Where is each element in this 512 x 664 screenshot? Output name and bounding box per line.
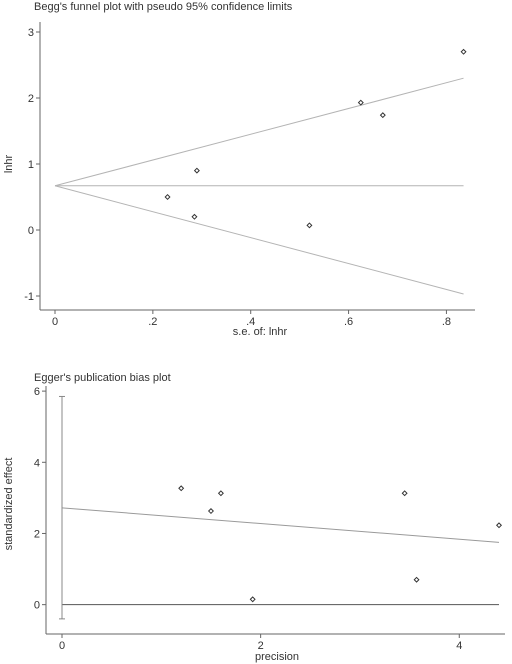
- x-tick-label: .2: [148, 316, 157, 328]
- regression-line: [61, 507, 500, 543]
- data-point: [191, 213, 198, 220]
- y-tick-label: 1: [28, 159, 34, 171]
- x-axis-label: s.e. of: lnhr: [233, 326, 288, 338]
- x-axis-label: precision: [255, 651, 299, 663]
- x-tick-label: 0: [52, 316, 58, 328]
- y-tick-label: 2: [28, 93, 34, 105]
- y-tick-label: 4: [34, 457, 40, 469]
- data-point: [207, 508, 214, 515]
- egger-bias-plot-panel: Egger's publication bias plot 0 2 4 6 0 2 4 pre…: [0, 362, 512, 664]
- data-point: [178, 485, 185, 492]
- y-tick-label: 6: [34, 386, 40, 398]
- data-point: [357, 99, 364, 106]
- y-tick-label: 2: [34, 528, 40, 540]
- begg-chart-title: Begg's funnel plot with pseudo 95% confi…: [34, 1, 293, 13]
- egger-bias-plot: 0 2 4 6 0 2 4 precision standardized effect: [3, 386, 505, 663]
- data-point: [379, 112, 386, 119]
- data-point: [401, 490, 408, 497]
- data-point: [413, 576, 420, 583]
- pseudo-ci-lower-line: [54, 185, 464, 295]
- data-point: [193, 167, 200, 174]
- y-tick-label: -1: [24, 291, 34, 303]
- data-point: [217, 490, 224, 497]
- data-point: [306, 222, 313, 229]
- x-tick-label: .8: [442, 316, 451, 328]
- y-tick-label: 0: [34, 600, 40, 612]
- x-tick-label: 0: [59, 640, 65, 652]
- x-tick-label: 2: [258, 640, 264, 652]
- data-point: [164, 193, 171, 201]
- begg-funnel-plot: -1 0 1 2 3 0 .2 .4 .6 .8 s.e. of: lnhr lnhr: [3, 22, 475, 338]
- y-axis-label: lnhr: [3, 154, 15, 173]
- pseudo-ci-upper-line: [54, 77, 464, 187]
- data-point: [249, 596, 256, 603]
- y-tick-label: 0: [28, 225, 34, 237]
- egger-chart-title: Egger's publication bias plot: [34, 372, 171, 384]
- y-tick-label: 3: [28, 27, 34, 39]
- begg-funnel-plot-panel: Begg's funnel plot with pseudo 95% confi…: [3, 1, 475, 338]
- data-point: [460, 48, 467, 55]
- x-tick-label: 4: [456, 640, 462, 652]
- x-tick-label: .4: [246, 316, 255, 328]
- y-axis-label: standardized effect: [3, 458, 15, 551]
- data-point: [495, 522, 503, 529]
- x-tick-label: .6: [344, 316, 353, 328]
